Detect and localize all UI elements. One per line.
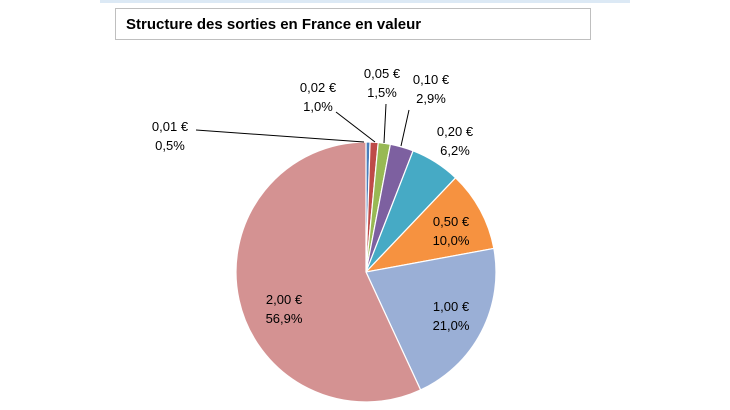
slice-category-label: 0,01 € <box>152 119 189 134</box>
leader-line <box>383 103 387 144</box>
pie-slice <box>365 247 497 391</box>
slice-value-label: 1,0% <box>303 99 333 114</box>
leader-line <box>400 109 410 147</box>
slice-value-label: 56,9% <box>266 311 303 326</box>
slice-value-label: 6,2% <box>440 143 470 158</box>
leader-line <box>195 129 365 143</box>
chart-title-box: Structure des sorties en France en valeu… <box>115 8 591 40</box>
slice-category-label: 0,02 € <box>300 80 337 95</box>
slice-value-label: 21,0% <box>433 318 470 333</box>
leader-line <box>335 111 376 143</box>
slice-value-label: 1,5% <box>367 85 397 100</box>
top-accent-bar <box>100 0 630 3</box>
slice-category-label: 2,00 € <box>266 292 303 307</box>
slice-category-label: 1,00 € <box>433 299 470 314</box>
slice-category-label: 0,20 € <box>437 124 474 139</box>
slice-category-label: 0,50 € <box>433 214 470 229</box>
slice-value-label: 0,5% <box>155 138 185 153</box>
slice-value-label: 2,9% <box>416 91 446 106</box>
slice-value-label: 10,0% <box>433 233 470 248</box>
slice-category-label: 0,05 € <box>364 66 401 81</box>
slice-category-label: 0,10 € <box>413 72 450 87</box>
pie-slice <box>235 141 422 403</box>
chart-title: Structure des sorties en France en valeu… <box>126 16 422 33</box>
pie-slice <box>364 176 495 273</box>
